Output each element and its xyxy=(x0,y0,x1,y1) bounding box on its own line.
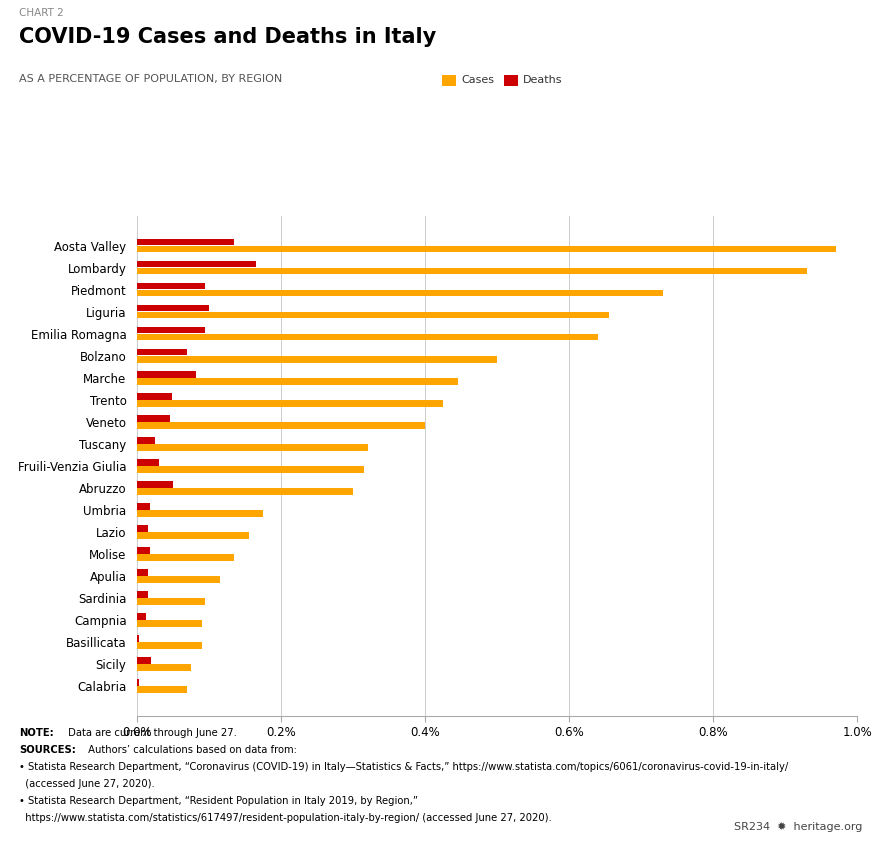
Bar xyxy=(137,268,807,274)
Bar xyxy=(137,371,196,378)
Bar xyxy=(137,664,191,671)
Bar xyxy=(137,400,443,407)
Bar xyxy=(137,305,210,312)
Bar xyxy=(137,356,497,363)
Text: Authors’ calculations based on data from:: Authors’ calculations based on data from… xyxy=(85,745,297,756)
Bar xyxy=(137,481,173,488)
Bar xyxy=(137,613,147,620)
Bar xyxy=(137,437,155,444)
Bar xyxy=(137,312,609,318)
Bar xyxy=(137,327,205,334)
Text: NOTE:: NOTE: xyxy=(19,728,54,739)
Bar xyxy=(137,444,368,451)
Bar xyxy=(137,569,148,576)
Bar xyxy=(137,532,248,539)
Text: SOURCES:: SOURCES: xyxy=(19,745,76,756)
Text: AS A PERCENTAGE OF POPULATION, BY REGION: AS A PERCENTAGE OF POPULATION, BY REGION xyxy=(19,74,283,84)
Bar xyxy=(137,422,425,429)
Bar xyxy=(137,290,663,296)
Bar xyxy=(137,642,202,649)
Text: Data are current through June 27.: Data are current through June 27. xyxy=(65,728,237,739)
Bar xyxy=(137,620,202,627)
Bar xyxy=(137,657,151,664)
Bar xyxy=(442,75,456,86)
Bar xyxy=(137,283,205,290)
Bar xyxy=(137,510,263,517)
Text: Cases: Cases xyxy=(461,75,494,85)
Bar xyxy=(137,635,139,642)
Text: COVID-19 Cases and Deaths in Italy: COVID-19 Cases and Deaths in Italy xyxy=(19,27,437,47)
Bar xyxy=(504,75,518,86)
Bar xyxy=(137,488,354,495)
Bar xyxy=(137,591,148,598)
Bar xyxy=(137,686,187,693)
Bar xyxy=(137,261,255,268)
Text: https://www.statista.com/statistics/617497/resident-population-italy-by-region/ : https://www.statista.com/statistics/6174… xyxy=(19,813,552,823)
Bar xyxy=(137,525,148,532)
Bar xyxy=(137,679,139,686)
Bar xyxy=(137,246,836,252)
Text: Deaths: Deaths xyxy=(523,75,563,85)
Text: (accessed June 27, 2020).: (accessed June 27, 2020). xyxy=(19,779,156,789)
Bar xyxy=(137,239,234,246)
Bar xyxy=(137,334,598,340)
Bar xyxy=(137,349,187,356)
Text: SR234  ✹  heritage.org: SR234 ✹ heritage.org xyxy=(734,822,862,832)
Text: • Statista Research Department, “Resident Population in Italy 2019, by Region,”: • Statista Research Department, “Residen… xyxy=(19,796,418,806)
Bar xyxy=(137,547,150,554)
Bar xyxy=(137,378,458,385)
Bar xyxy=(137,598,205,605)
Bar xyxy=(137,576,220,583)
Bar xyxy=(137,393,171,400)
Bar xyxy=(137,459,158,466)
Bar xyxy=(137,466,364,473)
Text: CHART 2: CHART 2 xyxy=(19,8,65,19)
Text: • Statista Research Department, “Coronavirus (COVID-19) in Italy—Statistics & Fa: • Statista Research Department, “Coronav… xyxy=(19,762,789,772)
Bar xyxy=(137,554,234,561)
Bar xyxy=(137,503,150,510)
Bar xyxy=(137,415,170,422)
